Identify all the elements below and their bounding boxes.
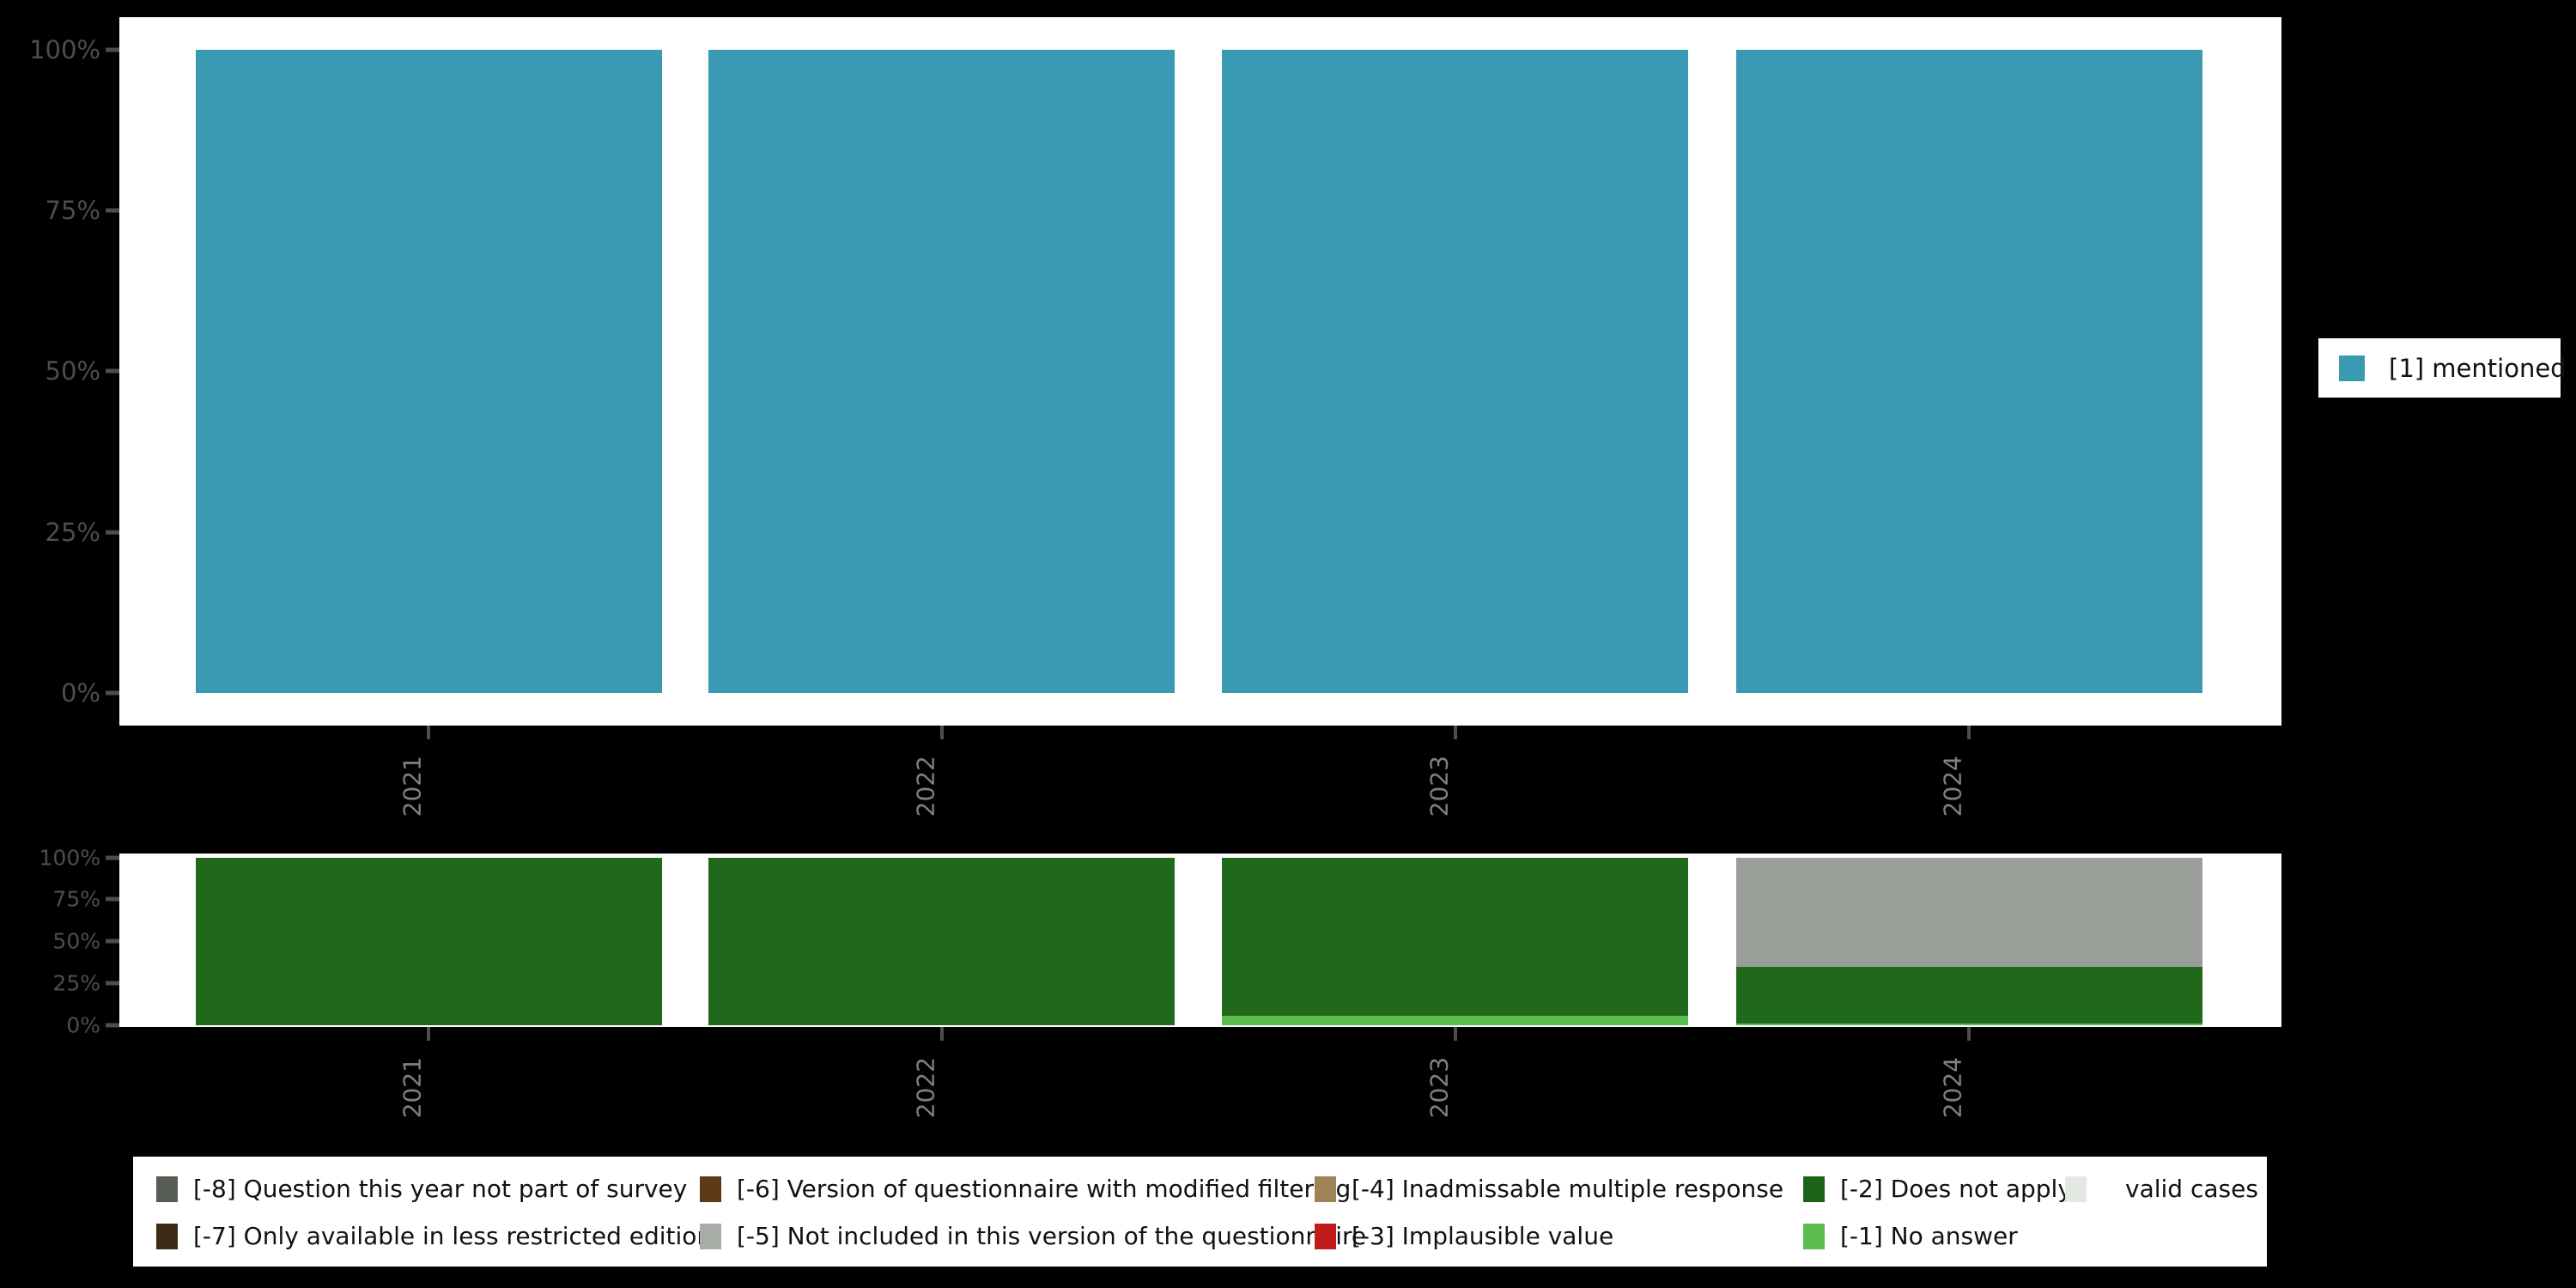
- x-tick-mark: [1454, 726, 1457, 739]
- y-tick-mark: [106, 939, 119, 944]
- bar-2024[interactable]: [1736, 858, 2202, 1025]
- y-tick-mark: [106, 1023, 119, 1028]
- legend-item-minus7[interactable]: [-7] Only available in less restricted e…: [156, 1222, 712, 1250]
- y-tick-label-100: 100%: [39, 845, 100, 871]
- x-tick-label-2021: 2021: [398, 1057, 427, 1119]
- y-tick-label-75: 75%: [52, 886, 100, 912]
- y-tick-mark: [106, 368, 119, 374]
- legend-label-minus7: [-7] Only available in less restricted e…: [193, 1222, 713, 1250]
- legend-swatch-minus7: [156, 1223, 178, 1249]
- x-tick-mark: [940, 726, 944, 739]
- bar-segment-mentioned[interactable]: [708, 50, 1175, 693]
- lower-chart-y-axis: 100% 75% 50% 25% 0%: [0, 824, 119, 1048]
- bar-segment-mentioned[interactable]: [1222, 50, 1688, 693]
- legend-label-minus5: [-5] Not included in this version of the…: [737, 1222, 1367, 1250]
- legend-label-minus2: [-2] Does not apply: [1840, 1175, 2072, 1203]
- bar-segment-no-answer[interactable]: [1222, 1016, 1688, 1025]
- legend-swatch-minus1: [1803, 1223, 1825, 1249]
- bar-segment-does-not-apply[interactable]: [1222, 858, 1688, 1017]
- bar-2021[interactable]: [196, 858, 662, 1025]
- legend-swatch-minus4: [1315, 1176, 1336, 1202]
- bar-2023[interactable]: [1222, 858, 1688, 1025]
- lower-chart-plot-area: [119, 854, 2281, 1027]
- legend-label-minus8: [-8] Question this year not part of surv…: [193, 1175, 688, 1203]
- bar-2021[interactable]: [196, 50, 662, 693]
- y-tick-mark: [106, 981, 119, 986]
- legend-item-minus4[interactable]: [-4] Inadmissable multiple response: [1315, 1175, 1783, 1203]
- y-tick-label-50: 50%: [52, 928, 100, 954]
- legend-swatch-minus2: [1803, 1176, 1825, 1202]
- legend-swatch-valid-cases: [2065, 1176, 2087, 1202]
- legend-item-minus1[interactable]: [-1] No answer: [1803, 1222, 2018, 1250]
- legend-label-minus1: [-1] No answer: [1840, 1222, 2018, 1250]
- y-tick-label-25: 25%: [45, 518, 100, 547]
- bar-segment-does-not-apply[interactable]: [196, 858, 662, 1025]
- legend-swatch-minus5: [700, 1223, 721, 1249]
- y-tick-mark: [106, 208, 119, 213]
- legend-label-mentioned: [1] mentioned: [2389, 353, 2567, 383]
- legend-item-mentioned[interactable]: [1] mentioned: [2339, 354, 2567, 383]
- legend-swatch-minus8: [156, 1176, 178, 1202]
- legend-item-minus6[interactable]: [-6] Version of questionnaire with modif…: [700, 1175, 1351, 1203]
- x-tick-label-2022: 2022: [911, 1057, 940, 1119]
- y-tick-label-0: 0%: [66, 1012, 100, 1038]
- bar-segment-mentioned[interactable]: [1736, 50, 2202, 693]
- bar-segment-no-answer[interactable]: [1736, 1023, 2202, 1025]
- lower-chart-x-axis: 2021 2022 2023 2024: [398, 1027, 1971, 1119]
- y-tick-label-50: 50%: [45, 356, 100, 386]
- y-tick-mark: [106, 47, 119, 52]
- x-tick-mark: [1967, 726, 1971, 739]
- y-tick-label-0: 0%: [60, 678, 100, 708]
- x-tick-label-2023: 2023: [1425, 1057, 1454, 1119]
- legend-label-minus6: [-6] Version of questionnaire with modif…: [737, 1175, 1352, 1203]
- legend-label-valid-cases: valid cases: [2125, 1175, 2258, 1203]
- y-tick-mark: [106, 530, 119, 535]
- x-tick-mark: [427, 1027, 430, 1041]
- legend-item-minus2[interactable]: [-2] Does not apply: [1803, 1175, 2072, 1203]
- upper-chart-y-axis: 100% 75% 50% 25% 0%: [0, 0, 119, 773]
- y-tick-mark: [106, 690, 119, 696]
- x-tick-label-2024: 2024: [1938, 1057, 1967, 1119]
- bar-segment-not-included[interactable]: [1736, 858, 2202, 967]
- y-tick-label-75: 75%: [45, 196, 100, 225]
- legend-label-minus3: [-3] Implausible value: [1352, 1222, 1614, 1250]
- x-tick-mark: [1454, 1027, 1457, 1041]
- bar-segment-mentioned[interactable]: [196, 50, 662, 693]
- legend-item-minus5[interactable]: [-5] Not included in this version of the…: [700, 1222, 1366, 1250]
- y-tick-label-25: 25%: [52, 970, 100, 996]
- bar-2022[interactable]: [708, 50, 1175, 693]
- bar-2022[interactable]: [708, 858, 1175, 1025]
- legend-item-minus8[interactable]: [-8] Question this year not part of surv…: [156, 1175, 687, 1203]
- x-tick-mark: [427, 726, 430, 739]
- legend-item-valid-cases[interactable]: valid cases: [2065, 1175, 2258, 1203]
- y-tick-mark: [106, 855, 119, 860]
- legend-swatch-minus3: [1315, 1223, 1336, 1249]
- legend-lower-chart: [-8] Question this year not part of surv…: [133, 1157, 2267, 1267]
- x-tick-mark: [1967, 1027, 1971, 1041]
- y-tick-mark: [106, 896, 119, 902]
- upper-chart-x-axis: 2021 2022 2023 2024: [398, 726, 1971, 817]
- bar-segment-does-not-apply[interactable]: [708, 858, 1175, 1025]
- legend-upper-chart: [1] mentioned: [2318, 338, 2567, 398]
- legend-item-minus3[interactable]: [-3] Implausible value: [1315, 1222, 1613, 1250]
- bar-2023[interactable]: [1222, 50, 1688, 693]
- x-tick-mark: [940, 1027, 944, 1041]
- bar-2024[interactable]: [1736, 50, 2202, 693]
- legend-swatch-mentioned: [2339, 355, 2365, 381]
- bar-segment-does-not-apply[interactable]: [1736, 966, 2202, 1024]
- y-tick-label-100: 100%: [29, 35, 100, 64]
- legend-swatch-minus6: [700, 1176, 721, 1202]
- legend-label-minus4: [-4] Inadmissable multiple response: [1352, 1175, 1784, 1203]
- upper-chart-plot-area: [119, 17, 2281, 726]
